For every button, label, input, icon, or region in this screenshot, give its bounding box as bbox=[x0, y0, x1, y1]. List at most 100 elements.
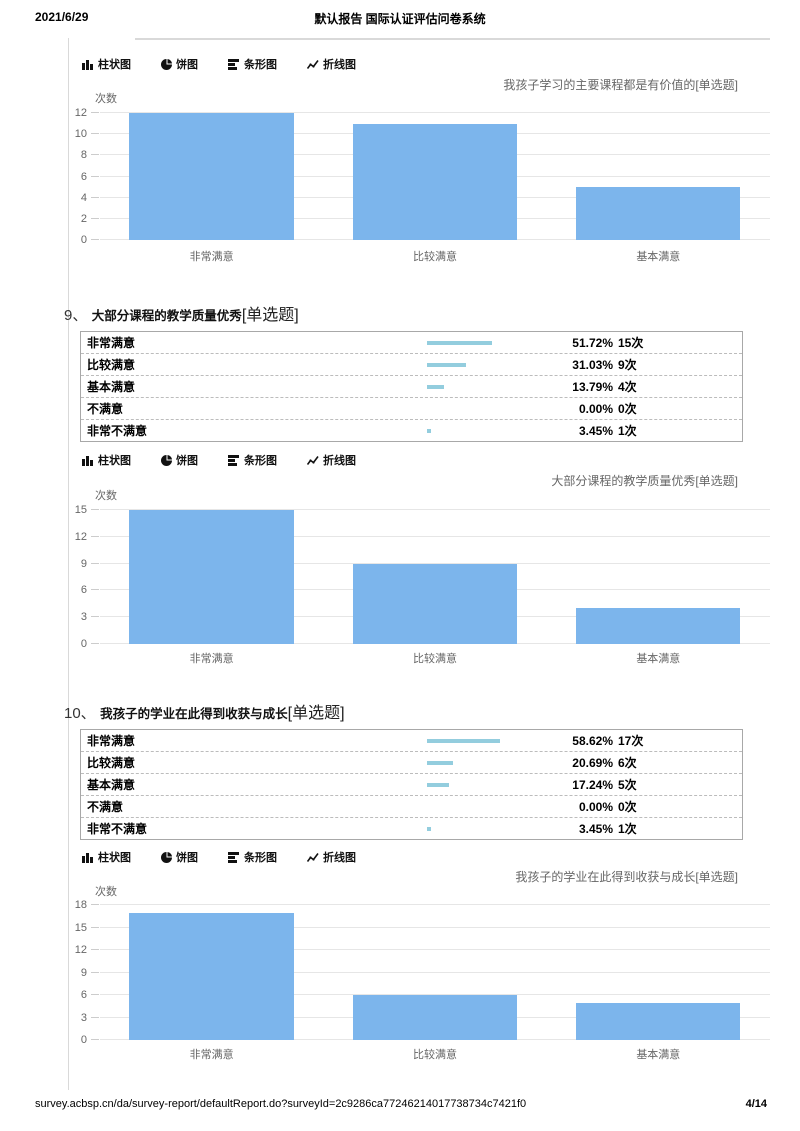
x-tick-label: 基本满意 bbox=[636, 251, 681, 263]
answer-percent: 0.00% bbox=[578, 401, 613, 416]
x-tick-label: 非常满意 bbox=[189, 251, 234, 263]
tab-hbar-chart[interactable]: 条形图 bbox=[228, 849, 277, 865]
y-tick-mark bbox=[91, 1016, 99, 1018]
y-tick-label: 12 bbox=[74, 107, 87, 119]
chart-title-3: 我孩子的学业在此得到收获与成长[单选题] bbox=[515, 870, 738, 884]
bar-比较满意[interactable] bbox=[352, 995, 517, 1040]
answer-percent-bar bbox=[427, 738, 501, 743]
x-axis-labels-1: 非常满意 比较满意 基本满意 bbox=[100, 248, 770, 264]
tab-label: 柱状图 bbox=[98, 59, 131, 71]
line-chart-icon bbox=[307, 455, 319, 466]
table-row: 比较满意 31.03% 9次 bbox=[81, 353, 742, 375]
bar-非常满意[interactable] bbox=[129, 912, 294, 1040]
question-type-tag: [单选题] bbox=[287, 705, 345, 722]
tab-line-chart[interactable]: 折线图 bbox=[307, 849, 356, 865]
y-tick-mark bbox=[91, 112, 99, 113]
table-row: 非常不满意 3.45% 1次 bbox=[81, 419, 742, 441]
bar-比较满意[interactable] bbox=[352, 123, 517, 240]
y-tick-mark bbox=[91, 535, 99, 537]
x-tick-label: 非常满意 bbox=[189, 1049, 234, 1061]
tab-bar-chart[interactable]: 柱状图 bbox=[82, 56, 131, 72]
answer-percent: 3.45% bbox=[578, 821, 613, 836]
answer-label: 非常满意 bbox=[87, 734, 136, 748]
tab-hbar-chart[interactable]: 条形图 bbox=[228, 56, 277, 72]
bar-基本满意[interactable] bbox=[576, 187, 741, 240]
tab-hbar-chart[interactable]: 条形图 bbox=[228, 452, 277, 468]
table-row: 非常满意 51.72% 15次 bbox=[81, 332, 742, 353]
pie-chart-icon bbox=[161, 58, 172, 70]
bar-基本满意[interactable] bbox=[576, 608, 741, 644]
tab-pie-chart[interactable]: 饼图 bbox=[161, 56, 198, 72]
answer-table-q9: 非常满意 51.72% 15次 比较满意 31.03% 9次 基本满意 13.79% 4次不满意… bbox=[80, 331, 743, 442]
question-type-tag: [单选题] bbox=[241, 307, 299, 324]
y-tick-label: 6 bbox=[80, 989, 87, 1001]
chart-title-1: 我孩子学习的主要课程都是有价值的[单选题] bbox=[503, 78, 738, 92]
answer-table-q10: 非常满意 58.62% 17次 比较满意 20.69% 6次 基本满意 17.24% 5次 不满意… bbox=[80, 729, 743, 840]
answer-percent: 58.62% bbox=[572, 733, 613, 748]
question-number: 9、 bbox=[64, 307, 88, 324]
chart-title-2: 大部分课程的教学质量优秀[单选题] bbox=[551, 474, 738, 488]
footer-page-number: 4/14 bbox=[745, 1098, 767, 1110]
tab-label: 折线图 bbox=[323, 59, 356, 71]
bar-比较满意[interactable] bbox=[352, 563, 517, 644]
answer-percent-bar bbox=[427, 384, 445, 389]
bar-chart-3: 0 3 6 9 12 15 18 bbox=[75, 899, 770, 1046]
hbar-chart-icon bbox=[228, 851, 240, 863]
y-tick-label: 15 bbox=[74, 921, 87, 934]
bar-chart-1: 0 2 4 6 8 10 12 bbox=[75, 107, 770, 246]
tab-label: 折线图 bbox=[323, 852, 356, 864]
hbar-chart-icon bbox=[228, 454, 240, 466]
y-tick-label: 10 bbox=[74, 128, 87, 141]
y-tick-mark bbox=[91, 562, 99, 564]
tab-label: 柱状图 bbox=[98, 852, 131, 864]
footer-url: survey.acbsp.cn/da/survey-report/default… bbox=[35, 1098, 527, 1110]
y-tick-mark bbox=[91, 175, 99, 177]
y-tick-mark bbox=[91, 1039, 99, 1040]
y-tick-mark bbox=[91, 217, 99, 219]
x-tick-label: 比较满意 bbox=[412, 251, 457, 263]
bar-chart-icon bbox=[82, 455, 94, 466]
y-tick-label: 0 bbox=[80, 638, 87, 650]
y-tick-mark bbox=[91, 994, 99, 995]
y-tick-label: 9 bbox=[80, 557, 87, 570]
answer-bar-zone bbox=[427, 384, 557, 389]
tab-label: 条形图 bbox=[244, 455, 277, 467]
x-tick-label: 基本满意 bbox=[636, 1049, 681, 1061]
bar-基本满意[interactable] bbox=[576, 1002, 741, 1040]
pie-chart-icon bbox=[161, 851, 172, 863]
y-tick-mark bbox=[91, 926, 99, 928]
tab-label: 饼图 bbox=[176, 852, 198, 864]
answer-bar-zone bbox=[427, 428, 557, 433]
y-tick-mark bbox=[91, 616, 99, 618]
x-tick-label: 比较满意 bbox=[412, 653, 457, 665]
bar-非常满意[interactable] bbox=[129, 113, 294, 240]
gridline bbox=[100, 904, 770, 905]
line-chart-icon bbox=[307, 852, 319, 863]
tab-bar-chart[interactable]: 柱状图 bbox=[82, 849, 131, 865]
answer-count: 1次 bbox=[618, 822, 637, 836]
tab-line-chart[interactable]: 折线图 bbox=[307, 452, 356, 468]
answer-label: 不满意 bbox=[87, 402, 124, 416]
answer-percent-bar bbox=[427, 428, 432, 433]
answer-count: 5次 bbox=[618, 778, 637, 792]
tab-bar-chart[interactable]: 柱状图 bbox=[82, 452, 131, 468]
x-axis-labels-2: 非常满意 比较满意 基本满意 bbox=[100, 650, 770, 666]
tab-line-chart[interactable]: 折线图 bbox=[307, 56, 356, 72]
y-tick-label: 12 bbox=[74, 530, 87, 543]
table-row: 非常满意 58.62% 17次 bbox=[81, 730, 742, 751]
y-tick-label: 6 bbox=[80, 584, 87, 597]
answer-bar-zone bbox=[427, 362, 557, 367]
table-row: 基本满意 13.79% 4次 bbox=[81, 375, 742, 397]
answer-percent: 13.79% bbox=[572, 379, 613, 394]
table-row: 基本满意 17.24% 5次 bbox=[81, 773, 742, 795]
tab-pie-chart[interactable]: 饼图 bbox=[161, 452, 198, 468]
tab-pie-chart[interactable]: 饼图 bbox=[161, 849, 198, 865]
page-title: 默认报告 国际认证评估问卷系统 bbox=[314, 12, 486, 26]
bar-非常满意[interactable] bbox=[129, 510, 294, 644]
x-tick-label: 非常满意 bbox=[189, 653, 234, 665]
y-tick-label: 4 bbox=[80, 191, 87, 204]
header-date: 2021/6/29 bbox=[35, 10, 89, 24]
gridline bbox=[100, 535, 770, 537]
y-tick-label: 8 bbox=[80, 149, 87, 162]
